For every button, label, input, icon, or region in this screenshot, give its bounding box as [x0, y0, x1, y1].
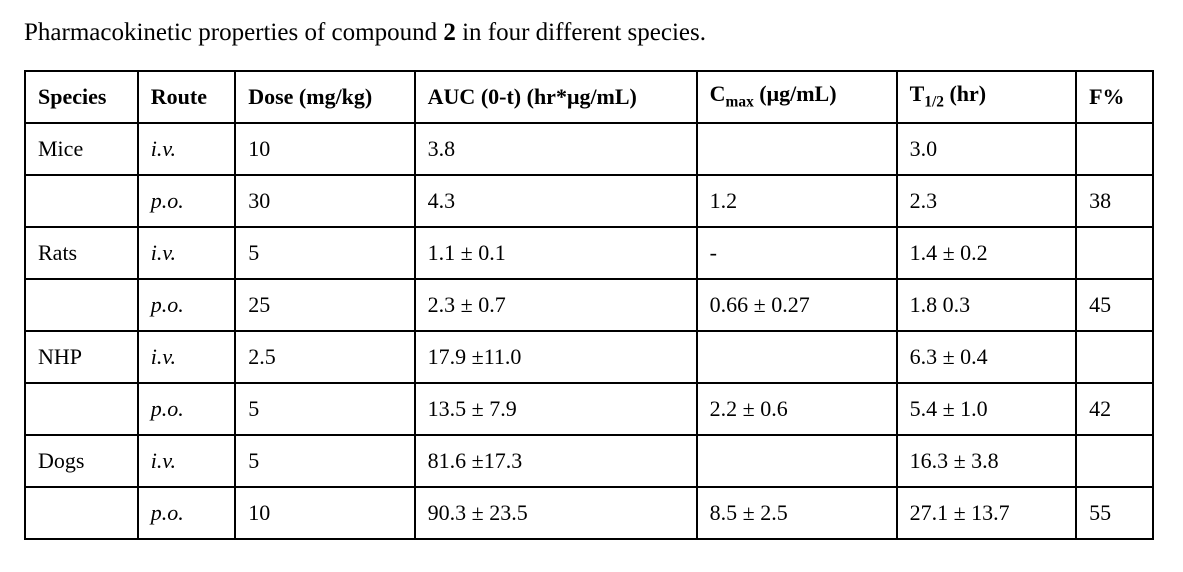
table-row: p.o. 30 4.3 1.2 2.3 38	[25, 175, 1153, 227]
table-row: NHP i.v. 2.5 17.9 ±11.0 6.3 ± 0.4	[25, 331, 1153, 383]
cell-route: i.v.	[138, 331, 235, 383]
cell-f	[1076, 123, 1153, 175]
caption-compound: 2	[443, 19, 456, 46]
col-thalf: T1/2 (hr)	[897, 71, 1076, 123]
cell-auc: 90.3 ± 23.5	[415, 487, 697, 539]
cell-auc: 17.9 ±11.0	[415, 331, 697, 383]
cell-thalf: 27.1 ± 13.7	[897, 487, 1076, 539]
cell-route: i.v.	[138, 123, 235, 175]
cell-dose: 5	[235, 383, 414, 435]
col-cmax-mu: μ	[767, 81, 779, 106]
pk-table: Species Route Dose (mg/kg) AUC (0-t) (hr…	[24, 70, 1154, 540]
cell-dose: 10	[235, 487, 414, 539]
cell-dose: 30	[235, 175, 414, 227]
col-thalf-unit: (hr)	[944, 81, 986, 106]
cell-route: i.v.	[138, 227, 235, 279]
col-cmax: Cmax (μg/mL)	[697, 71, 897, 123]
cell-f: 45	[1076, 279, 1153, 331]
table-caption: Pharmacokinetic properties of compound 2…	[24, 18, 1159, 48]
cell-thalf: 16.3 ± 3.8	[897, 435, 1076, 487]
cell-thalf: 3.0	[897, 123, 1076, 175]
col-thalf-sub: 1/2	[924, 94, 944, 111]
cell-f: 38	[1076, 175, 1153, 227]
caption-post: in four different species.	[456, 19, 706, 46]
cell-species	[25, 383, 138, 435]
table-row: Rats i.v. 5 1.1 ± 0.1 - 1.4 ± 0.2	[25, 227, 1153, 279]
cell-f	[1076, 227, 1153, 279]
cell-dose: 2.5	[235, 331, 414, 383]
cell-cmax	[697, 435, 897, 487]
col-auc: AUC (0-t) (hr*μg/mL)	[415, 71, 697, 123]
cell-cmax	[697, 123, 897, 175]
cell-cmax: 1.2	[697, 175, 897, 227]
col-auc-pre: AUC (0-t) (hr*	[428, 84, 567, 109]
table-row: p.o. 5 13.5 ± 7.9 2.2 ± 0.6 5.4 ± 1.0 42	[25, 383, 1153, 435]
cell-auc: 3.8	[415, 123, 697, 175]
cell-auc: 4.3	[415, 175, 697, 227]
cell-auc: 81.6 ±17.3	[415, 435, 697, 487]
cell-auc: 2.3 ± 0.7	[415, 279, 697, 331]
cell-cmax: -	[697, 227, 897, 279]
cell-thalf: 1.8 0.3	[897, 279, 1076, 331]
caption-pre: Pharmacokinetic properties of compound	[24, 19, 443, 46]
cell-route: p.o.	[138, 487, 235, 539]
cell-dose: 25	[235, 279, 414, 331]
cell-species: Dogs	[25, 435, 138, 487]
col-cmax-unit-post: g/mL)	[779, 81, 836, 106]
cell-f: 42	[1076, 383, 1153, 435]
cell-route: p.o.	[138, 175, 235, 227]
cell-auc: 1.1 ± 0.1	[415, 227, 697, 279]
cell-route: i.v.	[138, 435, 235, 487]
table-row: p.o. 10 90.3 ± 23.5 8.5 ± 2.5 27.1 ± 13.…	[25, 487, 1153, 539]
col-route: Route	[138, 71, 235, 123]
col-auc-post: g/mL)	[579, 84, 636, 109]
cell-cmax: 0.66 ± 0.27	[697, 279, 897, 331]
cell-thalf: 6.3 ± 0.4	[897, 331, 1076, 383]
col-species: Species	[25, 71, 138, 123]
cell-f	[1076, 331, 1153, 383]
cell-species: Rats	[25, 227, 138, 279]
cell-dose: 10	[235, 123, 414, 175]
cell-thalf: 1.4 ± 0.2	[897, 227, 1076, 279]
cell-thalf: 5.4 ± 1.0	[897, 383, 1076, 435]
cell-species: Mice	[25, 123, 138, 175]
cell-cmax	[697, 331, 897, 383]
table-row: Dogs i.v. 5 81.6 ±17.3 16.3 ± 3.8	[25, 435, 1153, 487]
cell-thalf: 2.3	[897, 175, 1076, 227]
col-f: F%	[1076, 71, 1153, 123]
col-cmax-sub: max	[726, 94, 754, 111]
cell-auc: 13.5 ± 7.9	[415, 383, 697, 435]
col-cmax-c: C	[710, 81, 726, 106]
col-dose: Dose (mg/kg)	[235, 71, 414, 123]
table-row: Mice i.v. 10 3.8 3.0	[25, 123, 1153, 175]
cell-cmax: 8.5 ± 2.5	[697, 487, 897, 539]
cell-f: 55	[1076, 487, 1153, 539]
cell-species	[25, 279, 138, 331]
cell-dose: 5	[235, 435, 414, 487]
table-header-row: Species Route Dose (mg/kg) AUC (0-t) (hr…	[25, 71, 1153, 123]
table-row: p.o. 25 2.3 ± 0.7 0.66 ± 0.27 1.8 0.3 45	[25, 279, 1153, 331]
col-thalf-t: T	[910, 81, 925, 106]
cell-species	[25, 175, 138, 227]
cell-cmax: 2.2 ± 0.6	[697, 383, 897, 435]
cell-species	[25, 487, 138, 539]
cell-species: NHP	[25, 331, 138, 383]
col-cmax-unit-pre: (	[754, 81, 767, 106]
col-auc-mu: μ	[567, 84, 579, 109]
cell-f	[1076, 435, 1153, 487]
cell-dose: 5	[235, 227, 414, 279]
cell-route: p.o.	[138, 279, 235, 331]
cell-route: p.o.	[138, 383, 235, 435]
